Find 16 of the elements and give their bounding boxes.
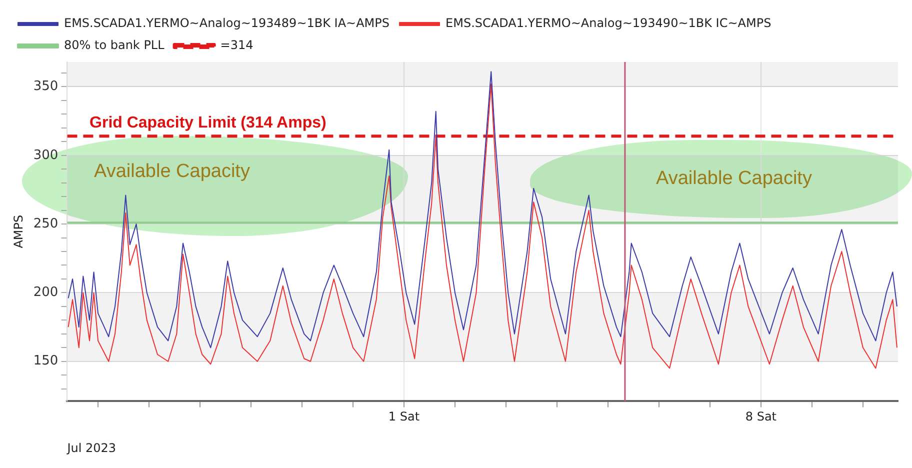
annotation: Available Capacity [656, 168, 812, 190]
y-tick-label: 200 [33, 285, 58, 300]
y-axis-title: AMPS [11, 214, 26, 248]
x-axis-title: Jul 2023 [66, 440, 116, 455]
legend-label: 80% to bank PLL [64, 38, 165, 52]
y-tick-label: 350 [33, 79, 58, 94]
y-tick-label: 250 [33, 216, 58, 232]
x-tick-label: 1 Sat [388, 410, 420, 424]
x-tick-label: 8 Sat [745, 410, 777, 424]
annotation: Grid Capacity Limit (314 Amps) [90, 114, 326, 132]
legend-label: =314 [220, 38, 254, 52]
legend-label: EMS.SCADA1.YERMO~Analog~193489~1BK IA~AMPS [64, 16, 390, 30]
y-tick-label: 300 [33, 148, 58, 163]
legend-label: EMS.SCADA1.YERMO~Analog~193490~1BK IC~AMPS [446, 16, 772, 30]
y-tick-label: 150 [33, 354, 58, 369]
annotation: Available Capacity [94, 161, 250, 183]
